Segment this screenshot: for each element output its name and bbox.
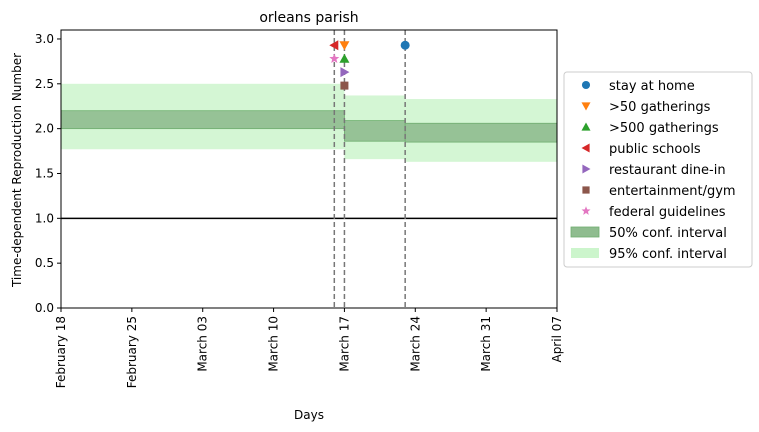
y-tick-label: 0.0	[35, 301, 54, 315]
legend-patch	[570, 226, 600, 238]
x-tick-label: March 17	[337, 316, 351, 372]
legend-marker	[581, 206, 591, 215]
legend-frame	[563, 71, 753, 268]
legend-label: federal guidelines	[609, 205, 726, 220]
x-tick-label: February 25	[125, 316, 139, 388]
legend-marker	[581, 80, 591, 90]
legend-entry: entertainment/gym	[582, 184, 736, 199]
legend-marker	[582, 164, 591, 174]
y-tick-label: 1.5	[35, 166, 54, 180]
legend-label: >50 gatherings	[609, 100, 711, 115]
legend-entry: >50 gatherings	[581, 100, 711, 115]
legend-entry: 95% conf. interval	[571, 247, 727, 262]
legend-entry: 50% conf. interval	[570, 226, 727, 241]
legend-marker	[581, 122, 591, 131]
ci50-band	[404, 122, 558, 143]
y-tick-label: 2.5	[35, 77, 54, 91]
intervention-marker	[339, 53, 350, 63]
x-tick-label: March 24	[408, 316, 422, 372]
legend-marker	[582, 186, 590, 194]
x-tick-label: March 10	[267, 316, 281, 372]
legend-patch	[571, 248, 599, 258]
legend-marker	[581, 102, 591, 111]
plot-area: 0.0 0.5 1.0 1.5 2.0 2.5 3.0 February 18 February…	[35, 29, 564, 388]
legend-label: 50% conf. interval	[609, 226, 727, 241]
intervention-marker	[400, 40, 410, 50]
legend-label: restaurant dine-in	[609, 163, 726, 178]
chart-title: orleans parish	[259, 10, 358, 26]
legend-entry: public schools	[581, 142, 701, 157]
intervention-marker	[329, 40, 339, 51]
legend-label: public schools	[609, 142, 701, 157]
intervention-marker	[340, 81, 349, 90]
x-tick-label: February 18	[54, 316, 68, 388]
legend-entry: restaurant dine-in	[582, 163, 726, 178]
y-tick-label: 2.0	[35, 122, 54, 136]
legend-label: stay at home	[609, 79, 695, 94]
legend-label: >500 gatherings	[609, 121, 719, 136]
y-tick-label: 3.0	[35, 32, 54, 46]
axes-frame	[60, 29, 558, 309]
y-tick-label: 0.5	[35, 256, 54, 270]
y-axis-label: Time-dependent Reproduction Number	[10, 53, 24, 288]
legend-label: 95% conf. interval	[609, 247, 727, 262]
legend-marker	[581, 143, 590, 153]
x-tick-label: April 07	[550, 316, 564, 363]
ci50-band	[344, 120, 406, 142]
legend: stay at home >50 gatherings >500 gathering…	[563, 71, 753, 268]
intervention-marker	[340, 67, 350, 78]
legend-entry: federal guidelines	[581, 205, 726, 220]
legend-entry: stay at home	[581, 79, 695, 94]
intervention-marker	[329, 53, 340, 63]
x-axis-label: Days	[294, 408, 324, 422]
x-tick-label: March 31	[479, 316, 493, 372]
intervention-marker	[339, 41, 350, 51]
legend-entry: >500 gatherings	[581, 121, 719, 136]
legend-label: entertainment/gym	[609, 184, 736, 199]
x-tick-label: March 03	[196, 316, 210, 372]
ci50-band	[60, 110, 345, 130]
y-tick-label: 1.0	[35, 211, 54, 225]
